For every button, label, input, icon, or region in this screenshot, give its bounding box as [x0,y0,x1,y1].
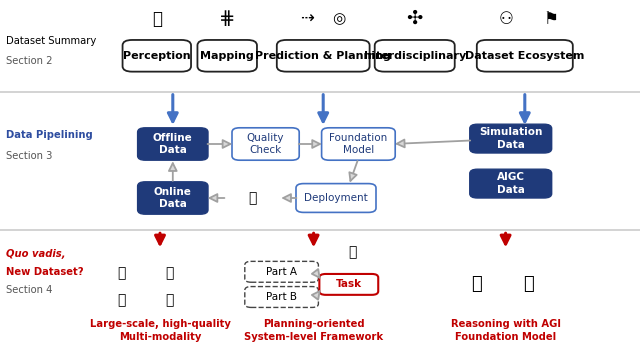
Text: 🖼: 🖼 [523,275,533,293]
Text: Part A: Part A [266,267,297,277]
FancyBboxPatch shape [277,40,370,72]
FancyBboxPatch shape [197,40,257,72]
Text: AIGC
Data: AIGC Data [497,172,525,195]
Text: 📡: 📡 [117,267,126,280]
Text: Mapping: Mapping [200,51,254,61]
Text: ⚑: ⚑ [543,10,558,28]
Text: 🗺: 🗺 [117,294,126,307]
FancyBboxPatch shape [138,128,208,160]
FancyBboxPatch shape [322,128,396,160]
Text: ⇢: ⇢ [300,10,314,28]
Text: 🚌: 🚌 [248,191,257,205]
Text: Foundation
Model: Foundation Model [329,133,388,155]
Text: 📷: 📷 [165,267,174,280]
FancyBboxPatch shape [123,40,191,72]
Text: Dataset Ecosystem: Dataset Ecosystem [465,51,584,61]
FancyBboxPatch shape [232,128,300,160]
Text: Offline
Data: Offline Data [153,133,193,155]
Text: Simulation
Data: Simulation Data [479,127,543,150]
Text: 🧠: 🧠 [472,275,482,293]
Text: ⛟: ⛟ [152,10,162,28]
FancyBboxPatch shape [296,184,376,212]
Text: ◎: ◎ [333,11,346,26]
Text: Quo vadis,: Quo vadis, [6,249,66,259]
Text: Task: Task [336,279,362,289]
Text: New Dataset?: New Dataset? [6,267,84,277]
Text: Quality
Check: Quality Check [247,133,284,155]
Text: Data Pipelining: Data Pipelining [6,130,93,140]
FancyBboxPatch shape [375,40,455,72]
Text: Section 4: Section 4 [6,285,52,295]
Text: Reasoning with AGI
Foundation Model: Reasoning with AGI Foundation Model [451,319,561,342]
Text: ⚇: ⚇ [498,10,513,28]
Text: Deployment: Deployment [304,193,368,203]
Text: Planning-oriented
System-level Framework: Planning-oriented System-level Framework [244,319,383,342]
Text: Interdisciplinary: Interdisciplinary [364,51,466,61]
FancyBboxPatch shape [138,182,208,214]
Text: 🎯: 🎯 [348,245,356,259]
Text: ⋕: ⋕ [219,9,236,28]
Text: Section 3: Section 3 [6,150,52,161]
FancyBboxPatch shape [470,124,552,153]
FancyBboxPatch shape [245,287,319,307]
Text: Part B: Part B [266,292,297,302]
Text: Section 2: Section 2 [6,56,53,66]
FancyBboxPatch shape [319,274,378,295]
Text: Dataset Summary: Dataset Summary [6,36,97,46]
FancyBboxPatch shape [245,261,319,282]
Text: ✣: ✣ [406,9,423,28]
Text: Online
Data: Online Data [154,187,192,209]
FancyBboxPatch shape [470,169,552,198]
FancyBboxPatch shape [477,40,573,72]
Text: Large-scale, high-quality
Multi-modality: Large-scale, high-quality Multi-modality [90,319,230,342]
Text: 🧕: 🧕 [165,294,174,307]
Text: Perception: Perception [123,51,191,61]
Text: Prediction & Planning: Prediction & Planning [255,51,391,61]
